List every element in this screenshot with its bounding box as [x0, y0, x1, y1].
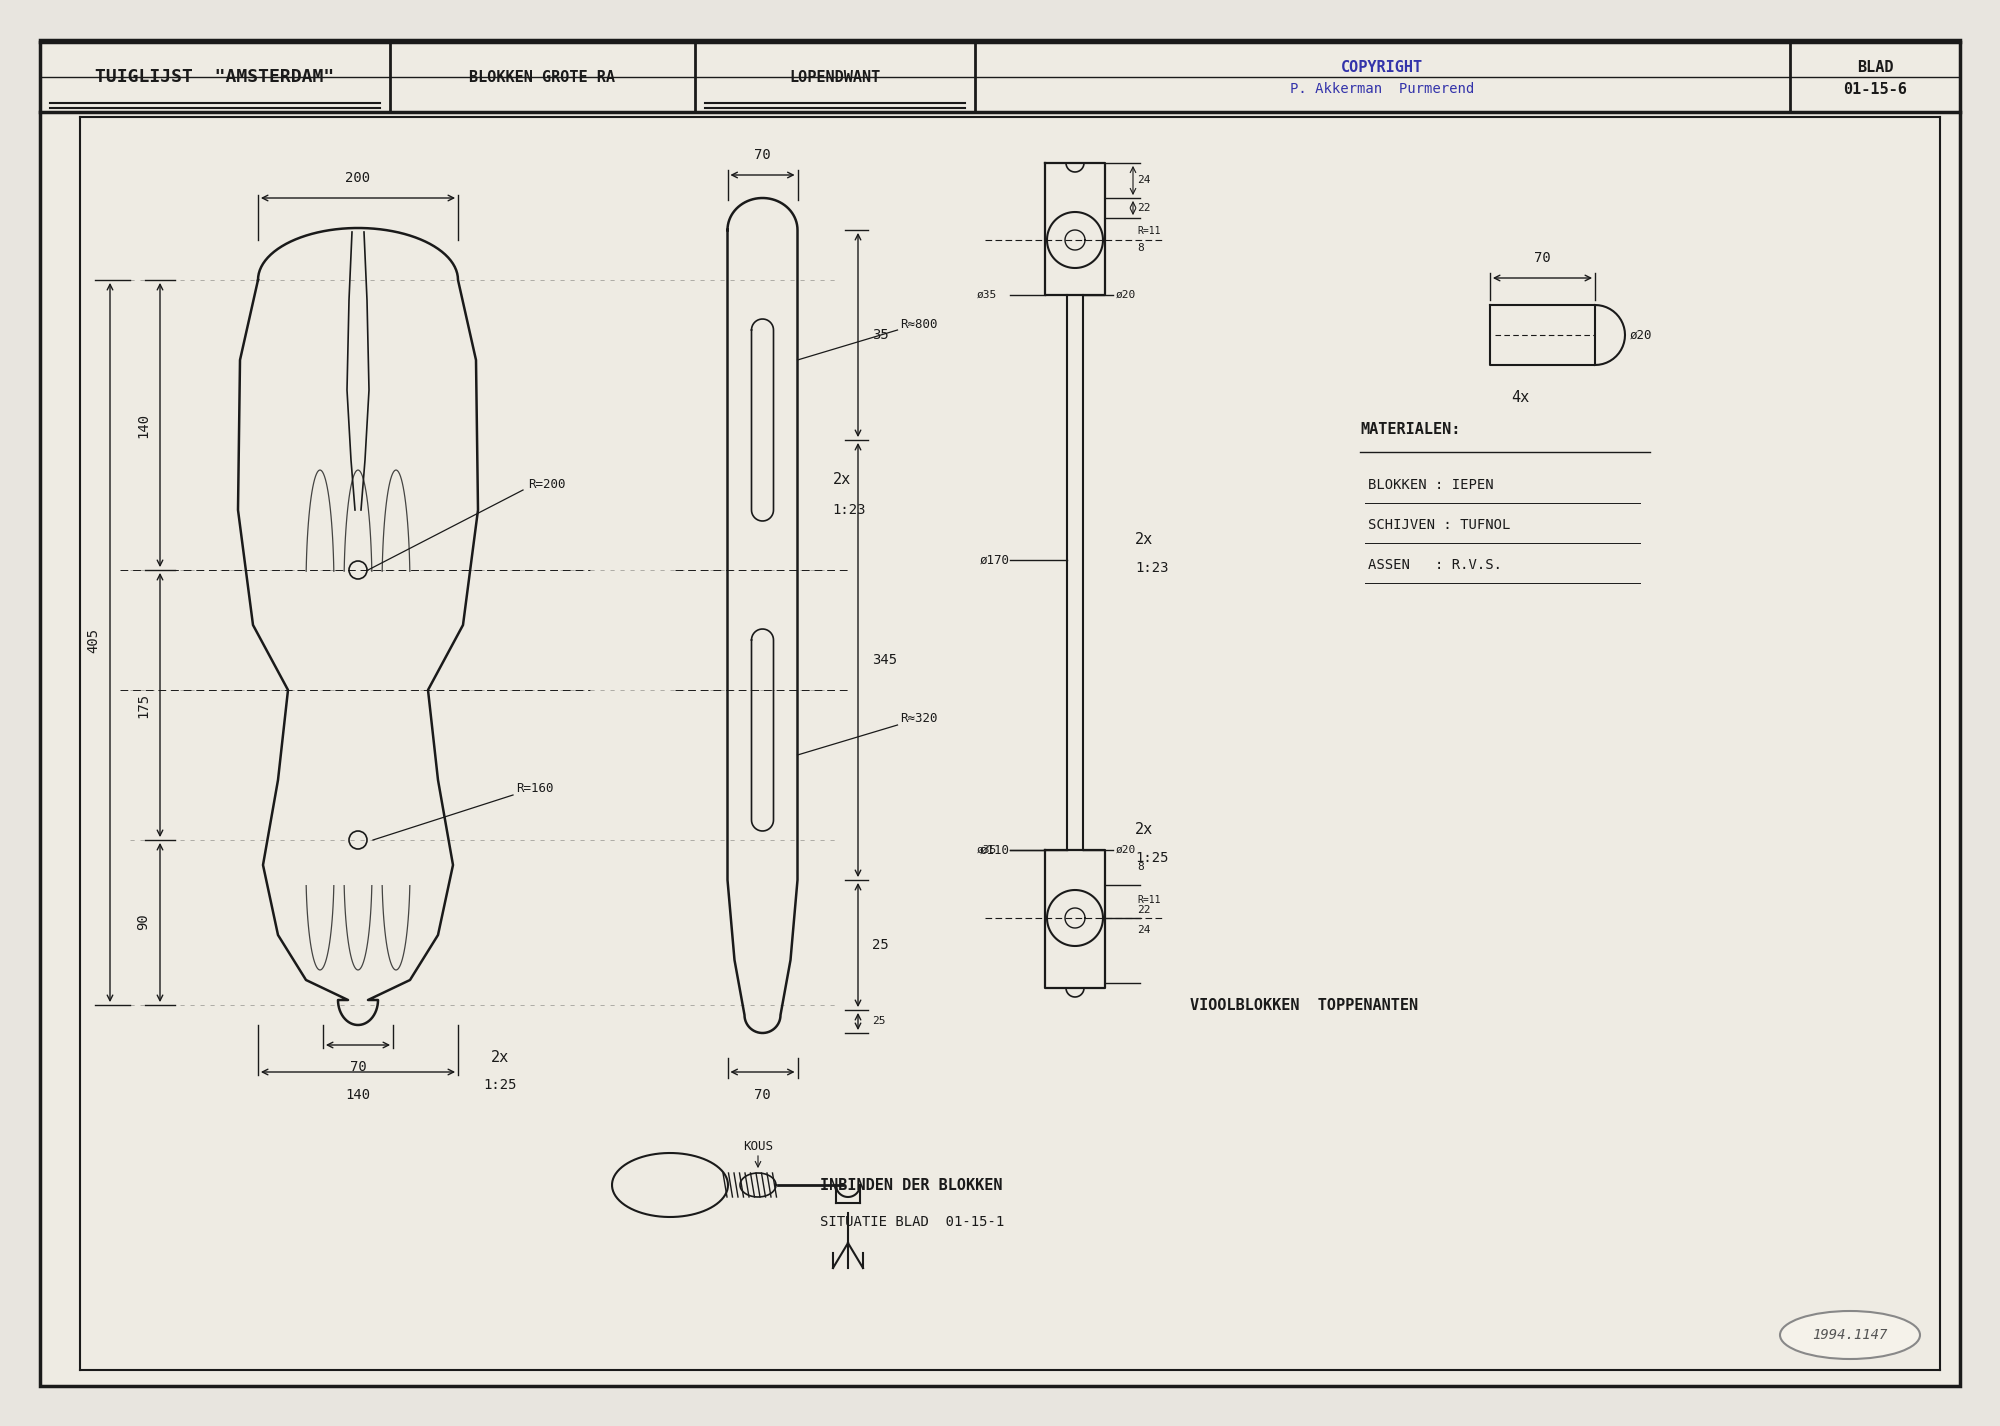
Text: 8: 8 — [1136, 861, 1144, 873]
Text: 1:25: 1:25 — [1136, 851, 1168, 866]
Text: 140: 140 — [346, 1088, 370, 1102]
Text: 24: 24 — [1136, 925, 1150, 935]
Text: 1994.1147: 1994.1147 — [1812, 1328, 1888, 1342]
Ellipse shape — [1780, 1310, 1920, 1359]
Text: SITUATIE BLAD  01-15-1: SITUATIE BLAD 01-15-1 — [820, 1215, 1004, 1229]
Text: 1:23: 1:23 — [1136, 560, 1168, 575]
Text: R=200: R=200 — [528, 479, 566, 492]
Text: 345: 345 — [872, 653, 898, 667]
Text: ø20: ø20 — [1116, 289, 1136, 299]
Text: 2x: 2x — [1136, 823, 1154, 837]
Text: BLOKKEN GROTE RA: BLOKKEN GROTE RA — [468, 70, 616, 84]
Text: ø20: ø20 — [1116, 846, 1136, 856]
Text: 140: 140 — [136, 412, 150, 438]
Text: R≈320: R≈320 — [900, 712, 938, 724]
Text: 25: 25 — [872, 1015, 886, 1025]
Text: 8: 8 — [1136, 242, 1144, 252]
Text: 2x: 2x — [490, 1051, 510, 1065]
Text: P. Akkerman  Purmerend: P. Akkerman Purmerend — [1290, 83, 1474, 96]
Text: VIOOLBLOKKEN  TOPPENANTEN: VIOOLBLOKKEN TOPPENANTEN — [1190, 998, 1418, 1012]
Text: 1:23: 1:23 — [832, 503, 866, 518]
Text: 70: 70 — [754, 1088, 770, 1102]
Text: ø35: ø35 — [976, 846, 998, 856]
Text: KOUS: KOUS — [744, 1141, 772, 1154]
Text: 70: 70 — [754, 148, 770, 163]
Text: MATERIALEN:: MATERIALEN: — [1360, 422, 1460, 438]
Text: ø35: ø35 — [976, 289, 998, 299]
Text: ASSEN   : R.V.S.: ASSEN : R.V.S. — [1368, 558, 1502, 572]
Text: 175: 175 — [136, 693, 150, 717]
Text: INBINDEN DER BLOKKEN: INBINDEN DER BLOKKEN — [820, 1178, 1002, 1192]
Text: 2x: 2x — [832, 472, 850, 488]
Text: 4x: 4x — [1510, 389, 1530, 405]
Text: 90: 90 — [136, 914, 150, 930]
Text: 01-15-6: 01-15-6 — [1844, 81, 1906, 97]
Text: 24: 24 — [1136, 175, 1150, 185]
Text: SCHIJVEN : TUFNOL: SCHIJVEN : TUFNOL — [1368, 518, 1510, 532]
Text: R=11: R=11 — [1136, 896, 1160, 906]
Text: 70: 70 — [350, 1060, 366, 1074]
Text: 2x: 2x — [1136, 532, 1154, 548]
Text: BLAD: BLAD — [1856, 60, 1894, 74]
Text: ø110: ø110 — [980, 844, 1010, 857]
Text: 200: 200 — [346, 171, 370, 185]
Text: 70: 70 — [1534, 251, 1550, 265]
Text: 22: 22 — [1136, 906, 1150, 915]
Text: COPYRIGHT: COPYRIGHT — [1340, 60, 1424, 74]
Text: R=160: R=160 — [516, 781, 554, 794]
Text: 35: 35 — [872, 328, 888, 342]
Text: ø20: ø20 — [1630, 328, 1652, 341]
Text: 1:25: 1:25 — [484, 1078, 516, 1092]
Text: R=11: R=11 — [1136, 225, 1160, 235]
Text: BLOKKEN : IEPEN: BLOKKEN : IEPEN — [1368, 478, 1494, 492]
Text: 22: 22 — [1136, 202, 1150, 212]
Text: ø170: ø170 — [980, 553, 1010, 566]
Text: TUIGLIJST  "AMSTERDAM": TUIGLIJST "AMSTERDAM" — [96, 68, 334, 86]
Text: R≈800: R≈800 — [900, 318, 938, 331]
Text: LOPENDWANT: LOPENDWANT — [790, 70, 880, 84]
Text: 25: 25 — [872, 938, 888, 953]
Text: 405: 405 — [86, 627, 100, 653]
